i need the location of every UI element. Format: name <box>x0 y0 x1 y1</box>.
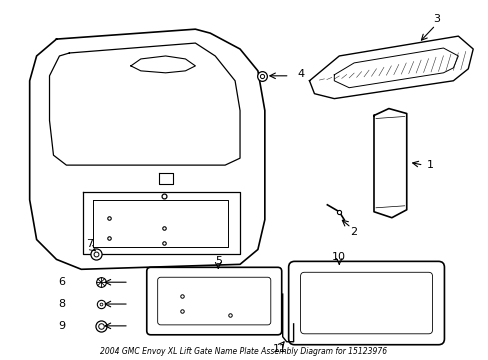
Text: 10: 10 <box>331 252 346 262</box>
FancyBboxPatch shape <box>157 277 270 325</box>
Text: 2004 GMC Envoy XL Lift Gate Name Plate Assembly Diagram for 15123976: 2004 GMC Envoy XL Lift Gate Name Plate A… <box>100 347 387 356</box>
Text: 7: 7 <box>85 239 93 249</box>
Text: 11: 11 <box>272 344 286 354</box>
Text: 2: 2 <box>350 226 357 237</box>
Text: 3: 3 <box>432 14 439 24</box>
Text: 1: 1 <box>426 160 433 170</box>
Text: 5: 5 <box>214 256 221 266</box>
Text: 9: 9 <box>58 321 65 331</box>
FancyBboxPatch shape <box>300 272 432 334</box>
FancyBboxPatch shape <box>288 261 444 345</box>
FancyBboxPatch shape <box>146 267 281 335</box>
Text: 4: 4 <box>297 69 304 79</box>
Text: 8: 8 <box>58 299 65 309</box>
Text: 6: 6 <box>58 277 65 287</box>
